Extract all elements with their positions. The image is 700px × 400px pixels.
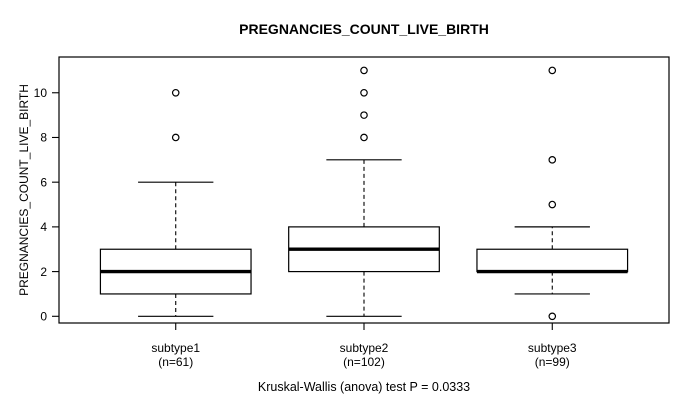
x-category-label: subtype3 [528,341,577,355]
outlier-point [548,156,557,164]
x-category-sublabel: (n=102) [343,355,385,369]
boxplot-group-subtype1: subtype1(n=61) [99,88,252,369]
y-tick-label: 2 [40,265,47,279]
y-tick-label: 0 [40,309,47,323]
iqr-box [476,248,629,273]
outlier-point [360,111,368,119]
x-category-sublabel: (n=61) [158,355,193,369]
y-tick-label: 6 [40,175,47,189]
outlier-point [360,88,368,97]
outlier-point [360,66,368,75]
boxplot-group-subtype3: subtype3(n=99) [476,66,629,369]
y-tick-label: 4 [40,220,47,234]
y-tick-label: 10 [34,86,48,100]
kruskal-wallis-note: Kruskal-Wallis (anova) test P = 0.0333 [258,380,470,394]
y-tick-label: 8 [40,131,47,145]
y-axis-label: PREGNANCIES_COUNT_LIVE_BIRTH [17,84,31,296]
x-category-sublabel: (n=99) [535,355,570,369]
x-category-label: subtype1 [151,341,200,355]
outlier-point [548,312,557,321]
outlier-point [360,133,368,142]
chart-title: PREGNANCIES_COUNT_LIVE_BIRTH [239,21,489,37]
outlier-point [548,200,557,209]
boxplot-group-subtype2: subtype2(n=102) [288,66,440,369]
outlier-point [171,133,180,142]
outlier-point [548,66,557,75]
x-category-label: subtype2 [340,341,389,355]
outlier-point [171,88,180,97]
